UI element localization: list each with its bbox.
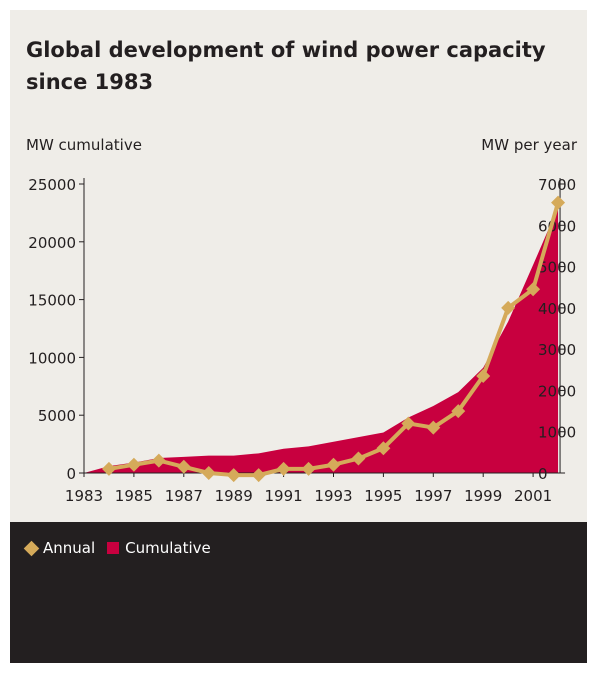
annual-point [176, 459, 191, 474]
annual-point [551, 195, 566, 210]
left-tick-label: 20000 [28, 234, 76, 252]
annual-diamond-icon [23, 540, 40, 556]
legend-label-annual: Annual [43, 539, 96, 557]
x-tick-label: 1983 [65, 487, 103, 505]
left-tick-label: 15000 [28, 292, 76, 310]
x-tick-label: 1999 [464, 487, 502, 505]
x-tick-label: 1991 [265, 487, 303, 505]
annual-point [251, 468, 266, 483]
annual-point [426, 420, 441, 435]
annual-point [226, 468, 241, 483]
right-tick-label: 4000 [538, 300, 576, 318]
annual-point [376, 441, 391, 456]
x-tick-label: 1985 [115, 487, 153, 505]
right-tick-label: 0 [538, 465, 548, 483]
legend-item-annual: Annual [23, 539, 96, 557]
right-tick-label: 3000 [538, 341, 576, 359]
right-tick-label: 7000 [538, 176, 576, 194]
legend: Annual Cumulative [23, 539, 223, 557]
legend-label-cumulative: Cumulative [125, 539, 211, 557]
annual-point [526, 282, 541, 297]
left-tick-label: 25000 [28, 176, 76, 194]
left-tick-label: 5000 [38, 407, 76, 425]
right-tick-label: 1000 [538, 424, 576, 442]
cumulative-area [84, 207, 559, 473]
annual-point [276, 461, 291, 476]
annual-point [301, 461, 316, 476]
annual-point [476, 368, 491, 383]
right-tick-label: 2000 [538, 382, 576, 400]
annual-point [501, 300, 516, 315]
x-tick-label: 2001 [514, 487, 552, 505]
chart-plot: 0 5000 10000 15000 20000 25000 0 1000 2000 3000 40… [28, 176, 576, 505]
x-tick-label: 1993 [314, 487, 352, 505]
annual-point [401, 416, 416, 431]
x-tick-label: 1995 [364, 487, 402, 505]
chart-title: Global development of wind power capacit… [26, 38, 546, 94]
left-tick-label: 0 [66, 465, 76, 483]
left-axis-label: MW cumulative [26, 136, 142, 154]
annual-point [151, 453, 166, 468]
annual-point [326, 457, 341, 472]
legend-item-cumulative: Cumulative [107, 539, 211, 557]
x-tick-label: 1987 [165, 487, 203, 505]
chart-figure: Global development of wind power capacit… [10, 10, 587, 663]
right-axis-label: MW per year [481, 136, 577, 154]
cumulative-square-icon [107, 542, 120, 554]
legend-panel [10, 522, 587, 663]
x-tick-label: 1997 [414, 487, 452, 505]
annual-point [451, 404, 466, 419]
right-tick-label: 6000 [538, 217, 576, 235]
annual-point [201, 466, 216, 480]
annual-point [101, 461, 116, 476]
x-tick-label: 1989 [215, 487, 253, 505]
right-tick-label: 5000 [538, 259, 576, 277]
annual-point [351, 451, 366, 466]
left-tick-label: 10000 [28, 349, 76, 367]
